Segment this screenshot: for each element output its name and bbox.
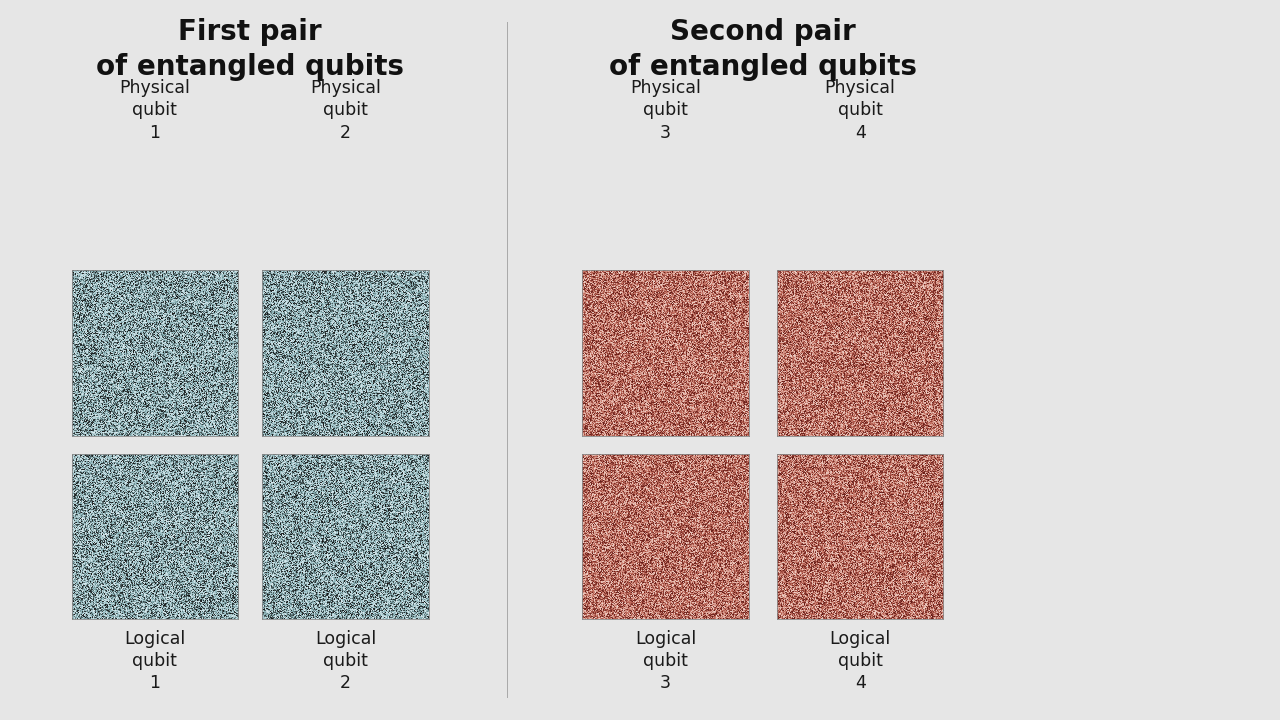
- Text: Logical
qubit
4: Logical qubit 4: [829, 630, 891, 693]
- Text: Logical
qubit
1: Logical qubit 1: [124, 630, 186, 693]
- Text: Physical
qubit
4: Physical qubit 4: [824, 79, 896, 142]
- Text: Second pair
of entangled qubits: Second pair of entangled qubits: [609, 18, 916, 81]
- Text: Logical
qubit
2: Logical qubit 2: [315, 630, 376, 693]
- Text: Physical
qubit
1: Physical qubit 1: [119, 79, 191, 142]
- Text: Physical
qubit
3: Physical qubit 3: [630, 79, 701, 142]
- Text: Logical
qubit
3: Logical qubit 3: [635, 630, 696, 693]
- Text: First pair
of entangled qubits: First pair of entangled qubits: [96, 18, 403, 81]
- Text: Physical
qubit
2: Physical qubit 2: [310, 79, 381, 142]
